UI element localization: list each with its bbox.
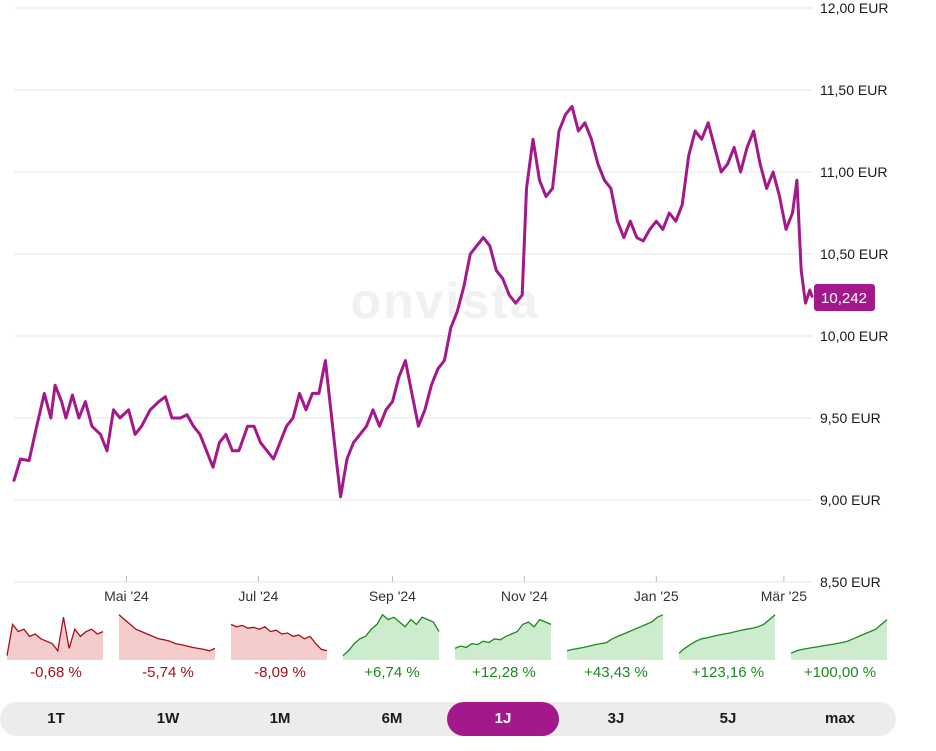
price-line	[12, 104, 814, 499]
tab-1w[interactable]: 1W	[156, 710, 180, 727]
perf-value-1m: -8,09 %	[254, 664, 306, 681]
tab-1t[interactable]: 1T	[47, 710, 65, 727]
perf-1w[interactable]: -5,74 %	[118, 608, 218, 688]
x-tick-label: Sep '24	[369, 588, 416, 604]
sparkline-line	[790, 619, 888, 654]
perf-5j[interactable]: +123,16 %	[678, 608, 778, 688]
sparkline-icon	[566, 614, 664, 660]
sparkline-icon	[342, 613, 440, 660]
y-tick-label: 12,00 EUR	[820, 0, 888, 16]
sparkline-area	[791, 619, 887, 660]
y-tick-label: 10,50 EUR	[820, 246, 888, 262]
perf-value-3j: +43,43 %	[584, 664, 648, 681]
sparkline-area	[567, 614, 663, 660]
sparkline-area	[679, 614, 775, 660]
x-tick-label: Mai '24	[104, 588, 149, 604]
performance-strip: -0,68 % -5,74 % -8,09 % +6,74 % +12,28 %…	[0, 608, 900, 688]
perf-value-1w: -5,74 %	[142, 664, 194, 681]
sparkline-line	[566, 614, 664, 652]
perf-value-1t: -0,68 %	[30, 664, 82, 681]
sparkline-line	[118, 614, 216, 652]
perf-value-5j: +123,16 %	[691, 664, 765, 681]
tab-1j[interactable]: 1J	[447, 702, 559, 736]
sparkline-icon	[678, 614, 776, 660]
perf-3j[interactable]: +43,43 %	[566, 608, 666, 688]
sparkline-area	[343, 614, 439, 660]
price-chart[interactable]: onvista 8,50 EUR 9,00 EUR 9,50 EUR 10,00 EU…	[0, 0, 936, 605]
perf-value-6m: +6,74 %	[364, 664, 420, 681]
price-badge-value: 10,242	[821, 290, 867, 307]
perf-1m[interactable]: -8,09 %	[230, 608, 330, 688]
sparkline-icon	[230, 623, 328, 660]
tab-1m[interactable]: 1M	[269, 710, 291, 727]
y-tick-label: 9,00 EUR	[820, 492, 881, 508]
x-axis: Mai '24 Jul '24 Sep '24 Nov '24 Jan '25 Mär '…	[104, 576, 807, 604]
perf-6m[interactable]: +6,74 %	[342, 608, 442, 688]
y-axis: 8,50 EUR 9,00 EUR 9,50 EUR 10,00 EUR 10,50 E…	[820, 0, 888, 590]
perf-1j[interactable]: +12,28 %	[454, 608, 554, 688]
perf-value-1j: +12,28 %	[472, 664, 536, 681]
y-tick-label: 11,50 EUR	[820, 82, 887, 98]
price-badge: 10,242	[814, 284, 875, 311]
sparkline-icon	[454, 618, 552, 660]
x-tick-label: Mär '25	[761, 588, 807, 604]
tab-3j[interactable]: 3J	[607, 710, 625, 727]
sparkline-icon	[790, 619, 888, 660]
sparkline-line	[6, 617, 104, 656]
sparkline-icon	[118, 614, 216, 660]
perf-max[interactable]: +100,00 %	[790, 608, 890, 688]
sparkline-area	[231, 624, 327, 660]
perf-value-max: +100,00 %	[803, 664, 877, 681]
x-tick-label: Jul '24	[238, 588, 278, 604]
sparkline-line	[454, 618, 552, 649]
sparkline-line	[678, 614, 776, 654]
tab-5j[interactable]: 5J	[719, 710, 737, 727]
tab-max[interactable]: max	[824, 710, 856, 727]
sparkline-line	[342, 613, 440, 657]
sparkline-line	[230, 623, 328, 652]
x-tick-label: Jan '25	[634, 588, 679, 604]
sparkline-area	[119, 614, 215, 660]
y-tick-label: 9,50 EUR	[820, 410, 881, 426]
watermark: onvista	[350, 273, 539, 329]
y-tick-label: 10,00 EUR	[820, 328, 888, 344]
tab-6m[interactable]: 6M	[381, 710, 403, 727]
y-tick-label: 11,00 EUR	[820, 164, 887, 180]
y-tick-label: 8,50 EUR	[820, 574, 881, 590]
sparkline-area	[455, 619, 551, 660]
sparkline-area	[7, 617, 103, 660]
x-tick-label: Nov '24	[501, 588, 548, 604]
sparkline-icon	[6, 617, 104, 660]
perf-1t[interactable]: -0,68 %	[6, 608, 106, 688]
range-tabs: 1T 1W 1M 6M 1J 3J 5J max	[0, 702, 896, 736]
